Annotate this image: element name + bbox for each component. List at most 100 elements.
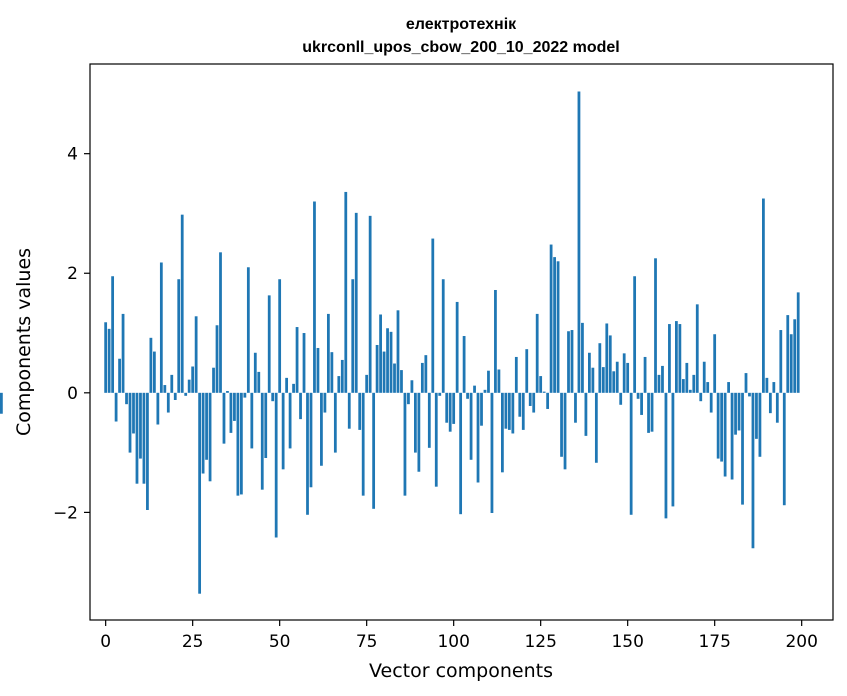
bar xyxy=(734,392,737,435)
bar xyxy=(403,392,407,496)
bar xyxy=(619,392,623,405)
x-tick-label: 100 xyxy=(437,632,469,652)
bar xyxy=(448,392,452,432)
bar xyxy=(751,392,755,549)
bar xyxy=(264,392,268,458)
x-tick-label: 25 xyxy=(182,632,204,652)
bar xyxy=(789,334,793,393)
bar xyxy=(577,91,581,393)
bar xyxy=(640,392,643,415)
bar xyxy=(337,376,341,393)
x-axis-label: Vector components xyxy=(369,660,553,682)
bar xyxy=(605,323,609,393)
bar xyxy=(744,373,748,393)
bar xyxy=(365,374,369,393)
bar xyxy=(441,279,445,393)
bar xyxy=(567,331,570,393)
x-tick-label: 200 xyxy=(785,632,817,652)
bar xyxy=(650,392,654,432)
chart-subtitle: ukrconll_upos_cbow_200_10_2022 model xyxy=(302,39,619,56)
bar xyxy=(420,362,424,393)
bar xyxy=(156,392,160,425)
bar xyxy=(118,358,121,393)
bar xyxy=(480,392,483,426)
bar xyxy=(173,392,177,400)
bar xyxy=(354,212,358,393)
bar xyxy=(180,214,184,393)
bar xyxy=(504,392,508,429)
bar xyxy=(782,392,786,506)
bar xyxy=(720,392,724,462)
bar xyxy=(267,295,271,393)
bar xyxy=(692,374,696,393)
bar xyxy=(386,328,389,393)
bar xyxy=(601,367,605,393)
bar xyxy=(396,310,400,393)
bar xyxy=(198,392,202,594)
bar xyxy=(125,392,128,405)
bar xyxy=(149,337,153,393)
bar xyxy=(177,279,181,393)
bar xyxy=(699,392,703,402)
bar xyxy=(532,392,536,413)
bar xyxy=(187,379,191,393)
bar xyxy=(501,392,504,473)
bar xyxy=(574,392,577,423)
bar xyxy=(410,380,414,393)
bar xyxy=(146,392,149,510)
bar xyxy=(379,314,382,393)
y-axis-label: Components values xyxy=(13,248,35,436)
bar xyxy=(330,352,334,393)
bar xyxy=(633,276,637,393)
bar xyxy=(132,392,135,434)
bar xyxy=(128,392,132,453)
bar xyxy=(681,379,685,393)
bar xyxy=(407,392,410,405)
bar xyxy=(389,331,393,393)
bar xyxy=(671,392,675,507)
bar xyxy=(292,383,295,393)
bar xyxy=(368,215,372,393)
bar xyxy=(452,392,456,424)
bar xyxy=(591,367,595,393)
bar xyxy=(358,392,362,430)
y-axis-ticks: −2 0 2 4 xyxy=(53,145,90,523)
bar xyxy=(215,325,219,393)
bar xyxy=(535,313,539,393)
bar xyxy=(302,333,306,393)
bar xyxy=(233,392,236,421)
bar xyxy=(142,392,146,484)
bar xyxy=(323,392,327,413)
bar xyxy=(219,252,222,393)
bar xyxy=(737,392,741,431)
bar xyxy=(170,374,174,393)
bar xyxy=(326,313,330,393)
bar xyxy=(0,392,3,414)
bar xyxy=(636,392,640,399)
bar xyxy=(152,351,156,393)
bar xyxy=(487,370,490,393)
bar xyxy=(528,392,532,406)
bar xyxy=(483,389,487,393)
bar xyxy=(459,392,463,515)
bar xyxy=(581,322,584,393)
bar xyxy=(643,356,647,393)
bar xyxy=(295,327,299,393)
bar xyxy=(594,392,598,463)
x-tick-label: 75 xyxy=(356,632,378,652)
bar xyxy=(208,392,212,482)
bar xyxy=(626,362,630,393)
bar xyxy=(414,392,417,453)
bar xyxy=(542,391,546,393)
bar xyxy=(400,370,403,393)
bar xyxy=(521,392,525,430)
bar xyxy=(212,367,215,393)
bar xyxy=(570,330,574,393)
bar xyxy=(194,316,198,393)
bar xyxy=(556,261,560,393)
bar xyxy=(511,392,515,434)
bar xyxy=(434,392,438,487)
bar xyxy=(755,392,758,439)
bar xyxy=(664,392,668,519)
bar xyxy=(191,366,195,393)
